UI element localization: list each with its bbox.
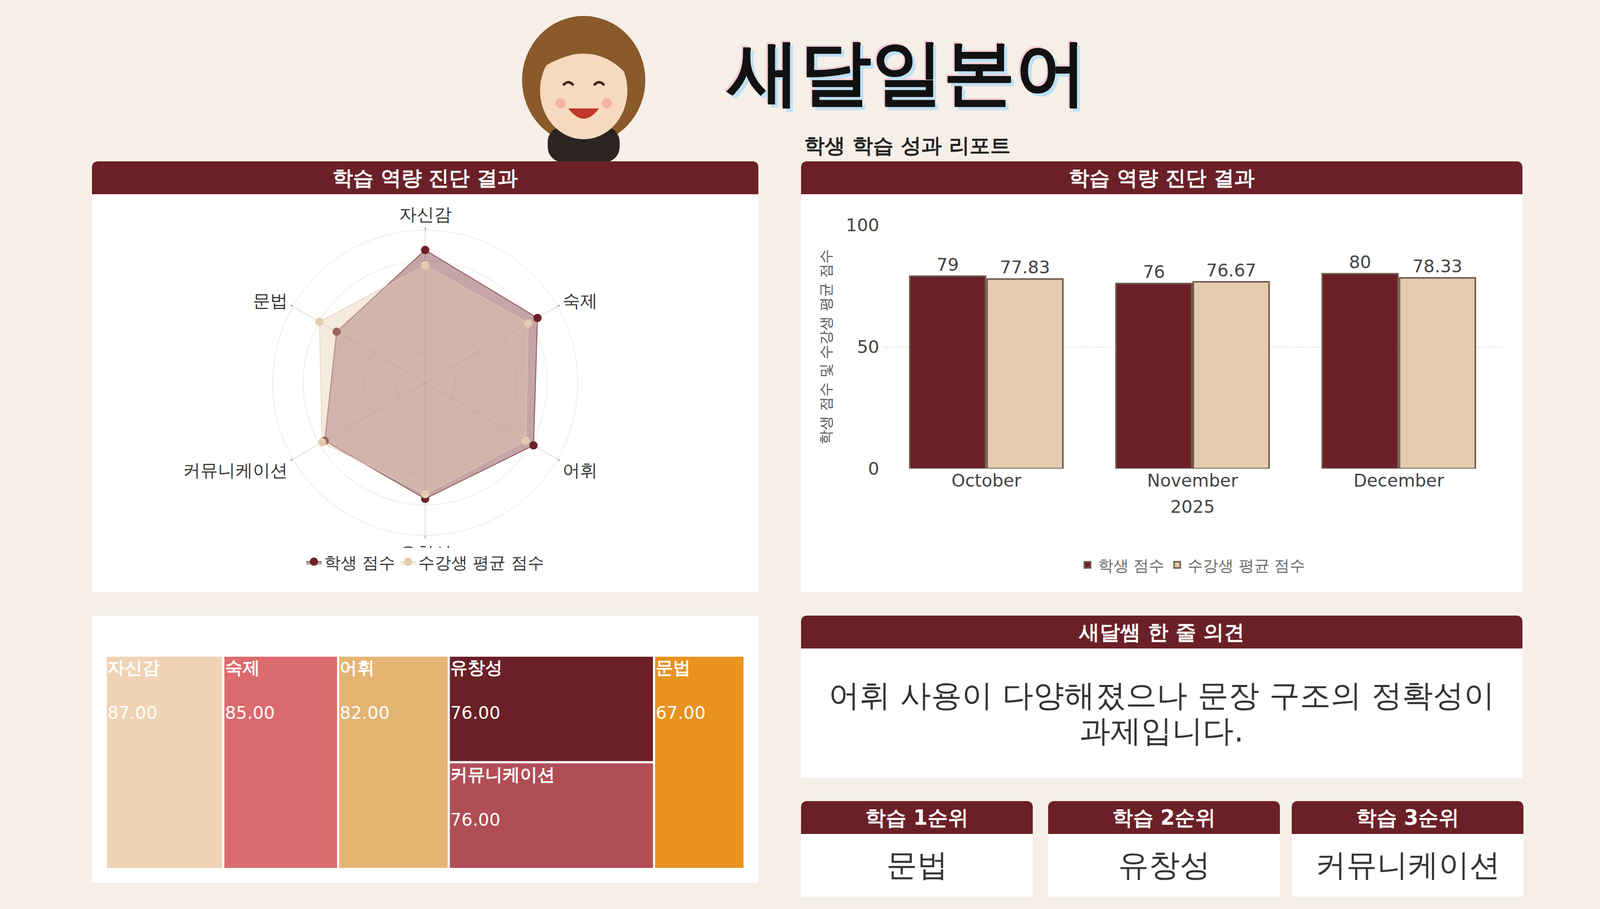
svg-text:76: 76 bbox=[1142, 261, 1165, 283]
svg-text:October: October bbox=[951, 470, 1022, 491]
svg-text:문법: 문법 bbox=[252, 290, 288, 311]
html-text:유창성: 유창성 bbox=[1117, 846, 1211, 883]
svg-text:자신감87.00: 자신감87.00 bbox=[107, 657, 160, 723]
html-text:학습 역량 진단 결과: 학습 역량 진단 결과 bbox=[1068, 165, 1255, 190]
svg-text:50: 50 bbox=[857, 336, 880, 358]
html-text:학습 역량 진단 결과: 학습 역량 진단 결과 bbox=[332, 165, 519, 190]
svg-text:숙제85.00: 숙제85.00 bbox=[225, 657, 275, 723]
svg-text:76.67: 76.67 bbox=[1206, 259, 1257, 281]
svg-text:커뮤니케이션76.00: 커뮤니케이션76.00 bbox=[450, 764, 555, 830]
svg-text:학생 점수 및 수강생 평균 점수: 학생 점수 및 수강생 평균 점수 bbox=[817, 249, 835, 445]
html-text:학습 1순위: 학습 1순위 bbox=[865, 805, 969, 830]
svg-text:학생 점수: 학생 점수 bbox=[324, 552, 396, 573]
html-text:커뮤니케이션: 커뮤니케이션 bbox=[1315, 846, 1501, 883]
svg-text:문법67.00: 문법67.00 bbox=[655, 657, 706, 723]
svg-text:2025: 2025 bbox=[1170, 496, 1216, 517]
svg-text:유창성76.00: 유창성76.00 bbox=[450, 657, 503, 723]
svg-text:80: 80 bbox=[1348, 251, 1371, 273]
svg-text:수강생 평균 점수: 수강생 평균 점수 bbox=[418, 552, 544, 573]
svg-text:숙제: 숙제 bbox=[562, 290, 598, 311]
svg-text:77.83: 77.83 bbox=[999, 256, 1050, 278]
svg-text:79: 79 bbox=[936, 254, 959, 275]
html-text:학습 3순위: 학습 3순위 bbox=[1355, 805, 1460, 830]
svg-text:자신감: 자신감 bbox=[399, 203, 452, 225]
html-text:새달쌤 한 줄 의견: 새달쌤 한 줄 의견 bbox=[1079, 620, 1245, 644]
svg-text:어휘: 어휘 bbox=[562, 459, 598, 481]
html-text:새달일본어: 새달일본어 bbox=[727, 30, 1088, 115]
svg-text:December: December bbox=[1353, 470, 1444, 491]
html-text:문법: 문법 bbox=[886, 846, 948, 883]
svg-text:0: 0 bbox=[868, 458, 880, 479]
html-text:학생 학습 성과 리포트: 학생 학습 성과 리포트 bbox=[804, 133, 1011, 158]
svg-text:커뮤니케이션: 커뮤니케이션 bbox=[182, 459, 288, 481]
html-text:학습 2순위: 학습 2순위 bbox=[1112, 805, 1216, 830]
html-text:어휘 사용이 다양해졌으나 문장 구조의 정확성이 과제입니: 어휘 사용이 다양해졌으나 문장 구조의 정확성이 과제입니다. bbox=[828, 677, 1495, 749]
svg-text:어휘82.00: 어휘82.00 bbox=[339, 657, 390, 723]
svg-text:November: November bbox=[1147, 470, 1239, 491]
svg-text:학생 점수: 학생 점수 bbox=[1098, 556, 1165, 575]
svg-text:78.33: 78.33 bbox=[1412, 255, 1463, 277]
svg-text:100: 100 bbox=[845, 214, 880, 236]
svg-text:수강생 평균 점수: 수강생 평균 점수 bbox=[1187, 556, 1306, 575]
